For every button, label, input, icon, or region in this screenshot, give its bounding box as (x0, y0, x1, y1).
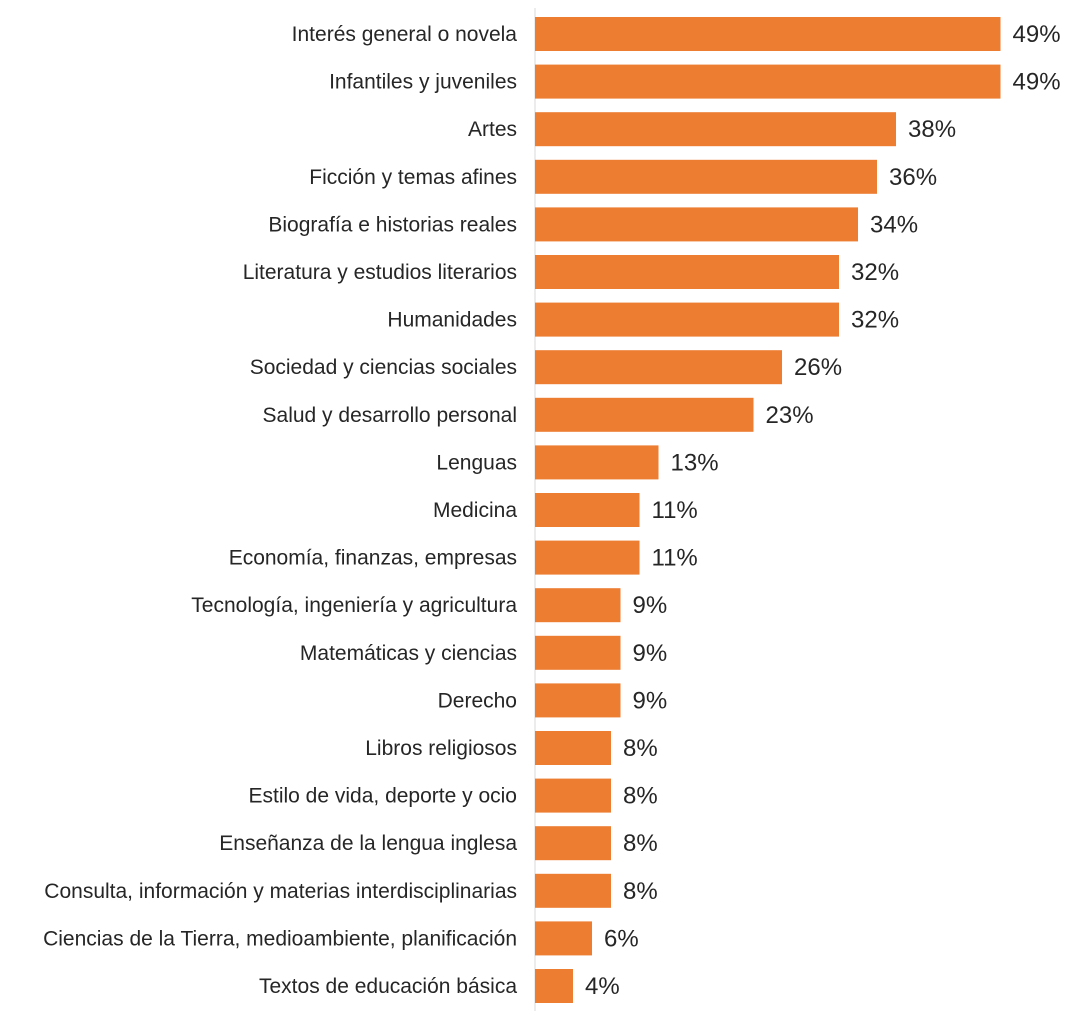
value-label: 8% (623, 830, 658, 857)
category-label: Medicina (433, 499, 517, 522)
bar (535, 207, 858, 242)
bars-group (535, 17, 1001, 1003)
value-label: 34% (870, 211, 918, 238)
value-label: 49% (1013, 21, 1061, 48)
category-labels-group: Interés general o novela Infantiles y juv… (43, 23, 517, 998)
category-label: Interés general o novela (292, 23, 518, 46)
value-label: 9% (633, 592, 668, 619)
value-label: 8% (623, 878, 658, 905)
bar (535, 921, 592, 956)
bar (535, 397, 754, 432)
category-label: Artes (468, 118, 517, 141)
bar (535, 112, 896, 147)
bar (535, 635, 621, 670)
bar (535, 493, 640, 527)
category-label: Enseñanza de la lengua inglesa (219, 832, 517, 855)
bar (535, 778, 611, 813)
bar (535, 873, 611, 908)
value-label: 26% (794, 354, 842, 381)
bar (535, 302, 839, 337)
category-label: Estilo de vida, deporte y ocio (249, 785, 518, 808)
bar (535, 588, 621, 623)
category-label: Derecho (438, 689, 517, 712)
value-label: 9% (633, 687, 668, 714)
category-label: Sociedad y ciencias sociales (250, 356, 517, 379)
bar (535, 731, 611, 765)
category-label: Consulta, información y materias interdi… (44, 880, 517, 903)
value-label: 32% (851, 307, 899, 334)
category-label: Ficción y temas afines (309, 166, 517, 189)
category-label: Salud y desarrollo personal (263, 404, 517, 427)
category-label: Matemáticas y ciencias (300, 642, 517, 665)
value-label: 13% (671, 449, 719, 476)
value-label: 49% (1013, 69, 1061, 96)
value-label: 36% (889, 164, 937, 191)
bar (535, 17, 1001, 51)
bar (535, 969, 573, 1003)
value-label: 9% (633, 640, 668, 667)
value-label: 11% (652, 497, 698, 524)
category-label: Humanidades (387, 309, 517, 332)
value-label: 8% (623, 735, 658, 762)
value-label: 38% (908, 116, 956, 143)
bar (535, 540, 640, 575)
category-label: Ciencias de la Tierra, medioambiente, pl… (43, 927, 517, 950)
value-labels-group: 49% 49% 38% 36% 34% 32% 32% 26% 23% 13% 11% 11% 9% 9%… (585, 21, 1061, 1000)
category-label: Tecnología, ingeniería y agricultura (191, 594, 517, 617)
value-label: 8% (623, 783, 658, 810)
value-label: 32% (851, 259, 899, 286)
value-label: 6% (604, 925, 639, 952)
value-label: 11% (652, 545, 698, 572)
bar (535, 683, 621, 718)
category-label: Infantiles y juveniles (329, 71, 517, 94)
bar (535, 255, 839, 289)
category-label: Economía, finanzas, empresas (229, 547, 517, 570)
value-label: 4% (585, 973, 620, 1000)
bar (535, 826, 611, 861)
bar (535, 159, 877, 194)
bar (535, 350, 782, 385)
bar (535, 445, 659, 480)
category-label: Literatura y estudios literarios (243, 261, 517, 284)
category-label: Lenguas (436, 451, 517, 474)
value-label: 23% (766, 402, 814, 429)
bar (535, 64, 1001, 99)
category-label: Libros religiosos (365, 737, 517, 760)
category-label: Textos de educación básica (259, 975, 517, 998)
category-label: Biografía e historias reales (268, 213, 517, 236)
